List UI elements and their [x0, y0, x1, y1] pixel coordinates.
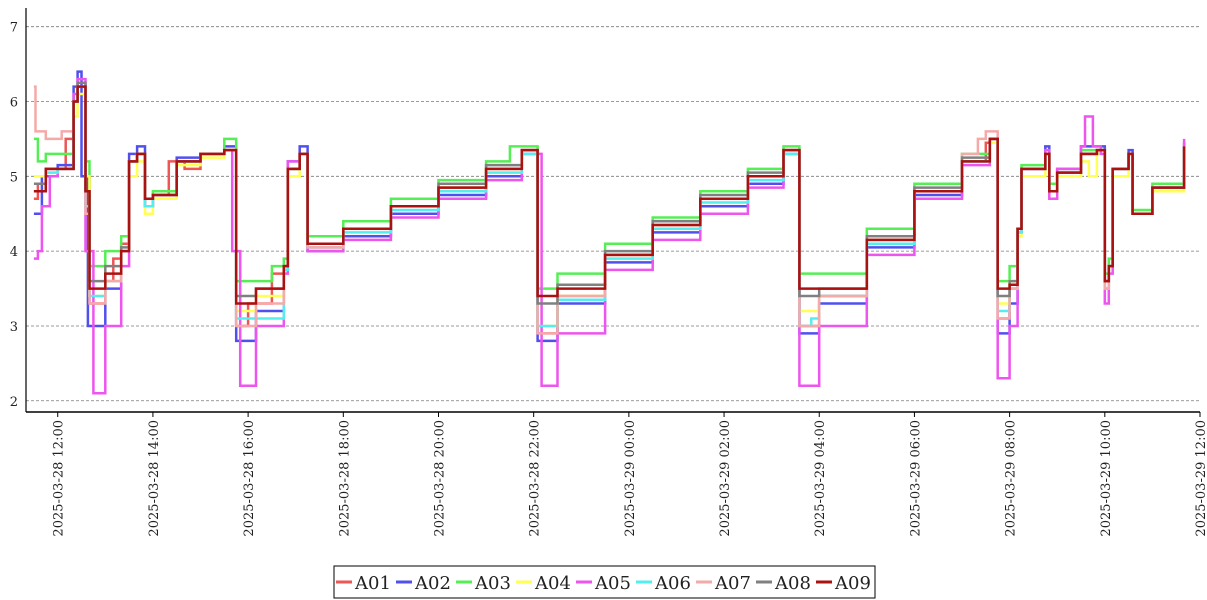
x-tick-label: 2025-03-29 10:00 [1099, 420, 1114, 537]
x-tick-label: 2025-03-28 22:00 [528, 420, 543, 537]
y-axis-ticks: 2 3 4 5 6 7 [10, 21, 18, 410]
y-tick-label: 6 [10, 96, 18, 111]
y-tick-label: 5 [10, 170, 18, 185]
legend: A01 A02 A03 A04 A05 A06 A07 A08 A09 [333, 565, 876, 599]
x-tick-label: 2025-03-29 12:00 [1194, 420, 1207, 537]
legend-label: A02 [414, 573, 451, 594]
y-tick-label: 3 [10, 320, 18, 335]
x-tick-label: 2025-03-29 04:00 [813, 420, 828, 537]
x-tick-label: 2025-03-29 06:00 [908, 420, 923, 537]
y-tick-label: 4 [10, 245, 18, 260]
series-line-a05 [33, 77, 1186, 395]
legend-label: A06 [654, 573, 691, 594]
legend-label: A09 [834, 573, 871, 594]
x-tick-label: 2025-03-28 14:00 [147, 420, 162, 537]
x-tick-label: 2025-03-28 20:00 [432, 420, 447, 537]
axes [25, 8, 1200, 413]
grid-lines [26, 26, 1200, 402]
x-tick-label: 2025-03-29 00:00 [623, 420, 638, 537]
x-tick-label: 2025-03-28 18:00 [337, 420, 352, 537]
series-lines [33, 70, 1186, 395]
legend-label: A08 [774, 573, 811, 594]
x-axis-ticks: 2025-03-28 12:00 2025-03-28 14:00 2025-03-… [52, 412, 1207, 537]
x-tick-label: 2025-03-28 12:00 [52, 420, 67, 537]
legend-label: A05 [594, 573, 631, 594]
legend-label: A03 [474, 573, 511, 594]
x-tick-label: 2025-03-28 16:00 [242, 420, 257, 537]
legend-label: A01 [354, 573, 391, 594]
series-line-a06 [33, 85, 1186, 328]
legend-label: A07 [714, 573, 751, 594]
series-line-a04 [33, 92, 1186, 328]
x-tick-label: 2025-03-29 02:00 [718, 420, 733, 537]
series-line-a02 [33, 70, 1186, 343]
series-line-a07 [33, 85, 1186, 335]
series-line-a01 [33, 85, 1186, 335]
legend-label: A04 [534, 573, 571, 594]
legend-box [333, 565, 876, 599]
x-tick-label: 2025-03-29 08:00 [1004, 420, 1019, 537]
series-line-a09 [33, 85, 1186, 305]
y-tick-label: 7 [10, 21, 18, 36]
y-tick-label: 2 [10, 395, 18, 410]
